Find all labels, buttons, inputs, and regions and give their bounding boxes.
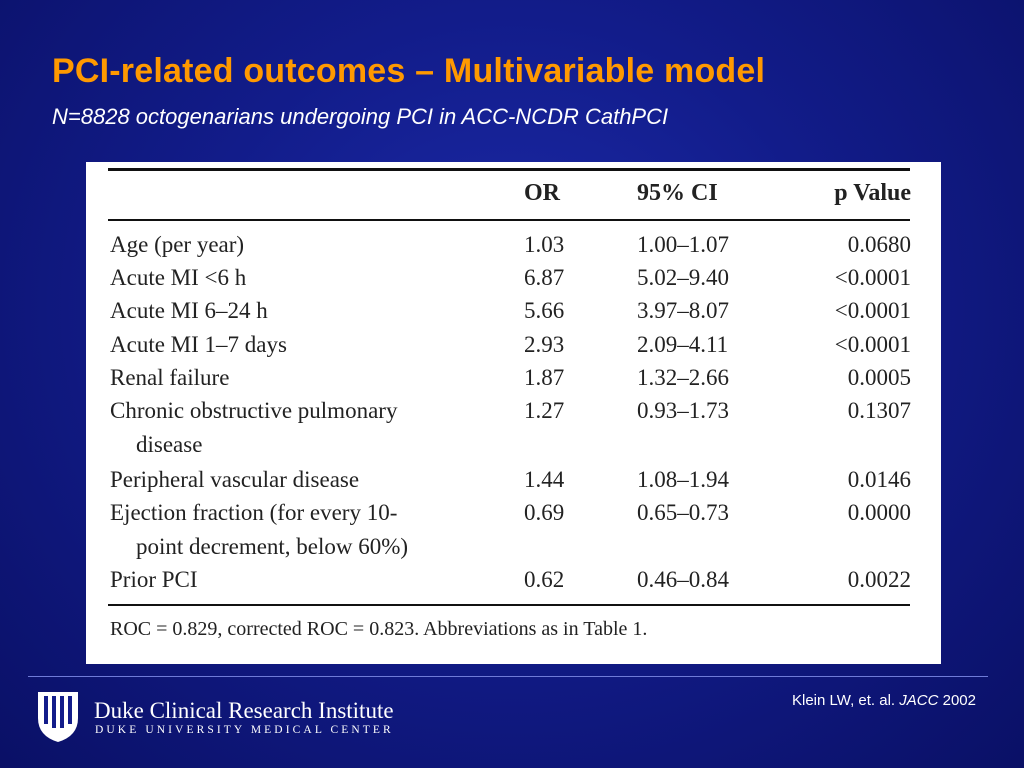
header-ci: 95% CI xyxy=(637,180,718,206)
row-ci: 1.00–1.07 xyxy=(637,232,729,257)
citation-year: 2002 xyxy=(942,692,976,709)
row-p-value: <0.0001 xyxy=(834,298,911,323)
table-bottom-rule xyxy=(108,604,910,606)
row-or: 6.87 xyxy=(524,265,565,290)
row-p-value: 0.0680 xyxy=(847,232,911,257)
row-variable: Renal failure xyxy=(110,365,230,390)
row-ci: 5.02–9.40 xyxy=(637,265,729,290)
slide-title: PCI-related outcomes – Multivariable mod… xyxy=(52,52,766,90)
table-header-rule xyxy=(108,219,910,221)
row-ci: 1.08–1.94 xyxy=(637,467,729,492)
duke-chapel-logo-icon xyxy=(38,692,78,742)
row-variable: Age (per year) xyxy=(110,232,245,257)
row-or: 2.93 xyxy=(524,332,565,357)
row-or: 1.44 xyxy=(524,467,565,492)
row-or: 5.66 xyxy=(524,298,565,323)
row-variable: Prior PCI xyxy=(110,567,198,592)
row-variable: Chronic obstructive pulmonary xyxy=(110,398,398,423)
row-or: 1.87 xyxy=(524,365,565,390)
row-ci: 0.65–0.73 xyxy=(637,500,729,525)
row-variable: Ejection fraction (for every 10- xyxy=(110,500,398,525)
header-p-value: p Value xyxy=(834,180,911,206)
row-p-value: <0.0001 xyxy=(834,332,911,357)
row-ci: 1.32–2.66 xyxy=(637,365,729,390)
outcomes-table: OR 95% CI p Value Age (per year) 1.03 1.… xyxy=(86,162,941,664)
row-or: 1.03 xyxy=(524,232,565,257)
citation-journal: JACC xyxy=(899,692,939,709)
citation-authors: Klein LW, et. al. xyxy=(792,692,896,709)
footer-divider xyxy=(28,676,988,677)
row-variable-continuation: point decrement, below 60%) xyxy=(136,534,409,559)
row-p-value: 0.1307 xyxy=(847,398,911,423)
table-top-rule xyxy=(108,168,910,171)
row-ci: 0.93–1.73 xyxy=(637,398,729,423)
header-or: OR xyxy=(524,180,560,206)
row-or: 1.27 xyxy=(524,398,565,423)
row-variable-continuation: disease xyxy=(136,432,203,457)
row-p-value: 0.0005 xyxy=(847,365,911,390)
row-or: 0.62 xyxy=(524,567,565,592)
row-or: 0.69 xyxy=(524,500,565,525)
row-ci: 0.46–0.84 xyxy=(637,567,729,592)
row-p-value: 0.0022 xyxy=(847,567,911,592)
row-variable: Acute MI 1–7 days xyxy=(110,332,287,357)
institute-name: Duke Clinical Research Institute xyxy=(94,698,394,723)
row-p-value: 0.0146 xyxy=(847,467,911,492)
institute-subtitle: DUKE UNIVERSITY MEDICAL CENTER xyxy=(95,724,394,736)
row-ci: 3.97–8.07 xyxy=(637,298,729,323)
citation: Klein LW, et. al. JACC 2002 xyxy=(792,692,976,709)
row-variable: Acute MI <6 h xyxy=(110,265,247,290)
row-ci: 2.09–4.11 xyxy=(637,332,729,357)
slide-subtitle: N=8828 octogenarians undergoing PCI in A… xyxy=(52,104,669,129)
row-variable: Acute MI 6–24 h xyxy=(110,298,268,323)
table-footnote: ROC = 0.829, corrected ROC = 0.823. Abbr… xyxy=(110,618,648,640)
row-p-value: 0.0000 xyxy=(847,500,911,525)
row-p-value: <0.0001 xyxy=(834,265,911,290)
row-variable: Peripheral vascular disease xyxy=(110,467,360,492)
